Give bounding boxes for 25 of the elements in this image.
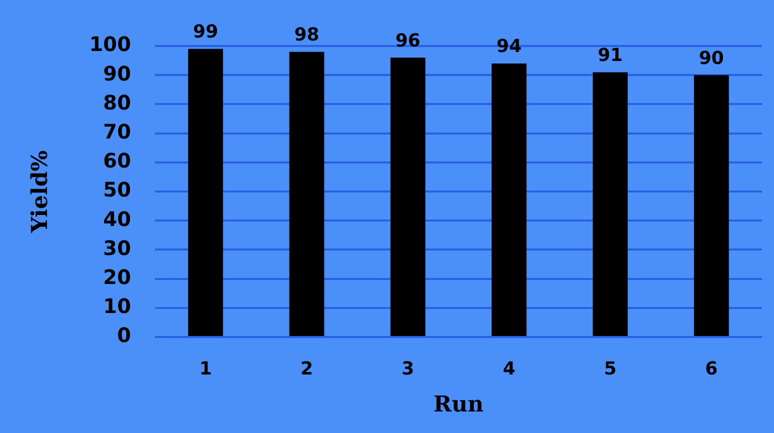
x-tick-label: 5 — [604, 358, 617, 380]
x-tick-label: 2 — [300, 358, 314, 380]
data-label: 94 — [496, 36, 522, 58]
data-label: 90 — [698, 48, 724, 69]
y-tick-label: 30 — [103, 236, 131, 260]
y-tick-label: 80 — [103, 90, 131, 114]
data-label: 96 — [395, 30, 420, 52]
y-tick-label: 50 — [103, 178, 131, 202]
x-axis-title: Run — [433, 392, 484, 418]
y-tick-label: 100 — [89, 32, 131, 56]
y-tick-label: 60 — [103, 148, 131, 173]
y-tick-label: 70 — [103, 120, 131, 144]
y-tick-label: 40 — [103, 206, 131, 231]
data-label: 99 — [193, 22, 218, 43]
y-tick-label: 20 — [103, 265, 131, 290]
y-axis-title: Yield% — [26, 150, 53, 234]
y-tick-label: 0 — [117, 323, 131, 348]
data-label: 98 — [294, 24, 320, 46]
data-label: 91 — [598, 44, 623, 66]
x-tick-label: 6 — [705, 358, 718, 380]
y-tick-label: 90 — [103, 61, 131, 86]
x-tick-label: 4 — [502, 358, 516, 380]
y-tick-label: 10 — [103, 294, 131, 318]
x-tick-label: 3 — [402, 358, 414, 380]
x-tick-label: 1 — [199, 358, 212, 380]
